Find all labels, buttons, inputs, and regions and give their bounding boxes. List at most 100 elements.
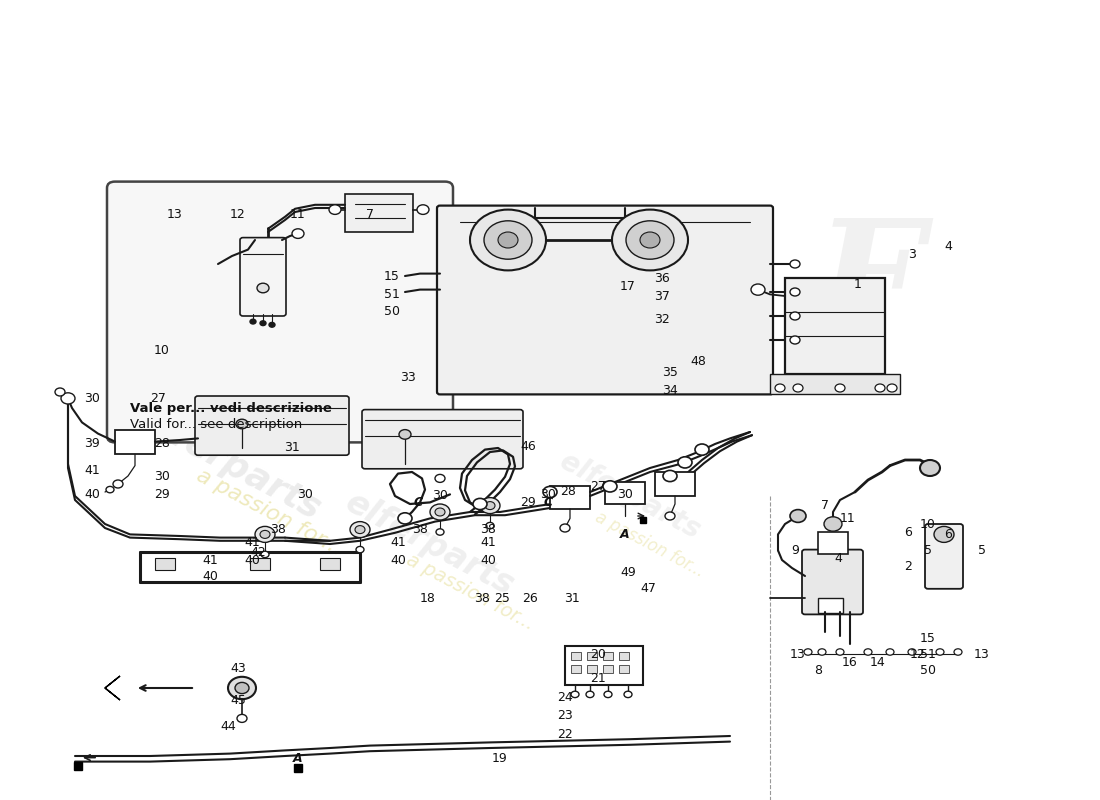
Text: a passion for...: a passion for... bbox=[194, 465, 346, 559]
Circle shape bbox=[790, 336, 800, 344]
Text: 26: 26 bbox=[522, 592, 538, 605]
Text: 51: 51 bbox=[384, 288, 400, 301]
Circle shape bbox=[430, 504, 450, 520]
Text: 30: 30 bbox=[84, 392, 100, 405]
Text: 1: 1 bbox=[854, 278, 862, 290]
Text: 9: 9 bbox=[791, 544, 799, 557]
Text: 6: 6 bbox=[904, 526, 912, 538]
Circle shape bbox=[260, 530, 270, 538]
Text: 15: 15 bbox=[384, 270, 400, 282]
Circle shape bbox=[356, 546, 364, 553]
Circle shape bbox=[790, 288, 800, 296]
Text: 20: 20 bbox=[590, 648, 606, 661]
Text: 31: 31 bbox=[284, 442, 300, 454]
Text: 28: 28 bbox=[560, 486, 576, 498]
FancyBboxPatch shape bbox=[565, 646, 643, 685]
Circle shape bbox=[751, 284, 764, 295]
Circle shape bbox=[255, 526, 275, 542]
Text: 50: 50 bbox=[920, 664, 936, 677]
FancyBboxPatch shape bbox=[195, 396, 349, 455]
Circle shape bbox=[793, 384, 803, 392]
Circle shape bbox=[113, 480, 123, 488]
Text: 28: 28 bbox=[154, 438, 169, 450]
Circle shape bbox=[228, 677, 256, 699]
Text: 11: 11 bbox=[840, 512, 856, 525]
Text: 40: 40 bbox=[202, 570, 218, 582]
Text: 30: 30 bbox=[154, 470, 169, 482]
Text: 10: 10 bbox=[920, 518, 936, 530]
Text: 17: 17 bbox=[620, 280, 636, 293]
Text: 23: 23 bbox=[557, 710, 573, 722]
Text: 40: 40 bbox=[390, 554, 406, 566]
Circle shape bbox=[874, 384, 886, 392]
Text: 30: 30 bbox=[297, 488, 312, 501]
Circle shape bbox=[236, 714, 248, 722]
Text: 40: 40 bbox=[84, 488, 100, 501]
Text: 2: 2 bbox=[904, 560, 912, 573]
Text: 11: 11 bbox=[290, 208, 306, 221]
Text: 27: 27 bbox=[590, 480, 606, 493]
Circle shape bbox=[236, 419, 248, 429]
Text: elferparts: elferparts bbox=[340, 486, 520, 602]
FancyBboxPatch shape bbox=[116, 430, 155, 454]
Circle shape bbox=[261, 551, 270, 558]
Text: 51: 51 bbox=[920, 648, 936, 661]
Circle shape bbox=[355, 526, 365, 534]
FancyBboxPatch shape bbox=[107, 182, 453, 442]
Text: 10: 10 bbox=[154, 344, 169, 357]
FancyBboxPatch shape bbox=[155, 558, 175, 570]
Circle shape bbox=[936, 649, 944, 655]
Circle shape bbox=[790, 312, 800, 320]
FancyBboxPatch shape bbox=[605, 482, 645, 504]
Circle shape bbox=[543, 486, 557, 498]
Circle shape bbox=[498, 232, 518, 248]
Polygon shape bbox=[104, 676, 120, 700]
Circle shape bbox=[836, 649, 844, 655]
Circle shape bbox=[695, 444, 710, 455]
Text: 40: 40 bbox=[480, 554, 496, 566]
Text: 29: 29 bbox=[520, 496, 536, 509]
Circle shape bbox=[106, 486, 114, 493]
Text: 3: 3 bbox=[909, 248, 916, 261]
Text: 40: 40 bbox=[244, 554, 260, 566]
Text: 41: 41 bbox=[244, 536, 260, 549]
Text: 49: 49 bbox=[620, 566, 636, 578]
Circle shape bbox=[292, 229, 304, 238]
Text: 50: 50 bbox=[384, 306, 400, 318]
Text: 38: 38 bbox=[271, 523, 286, 536]
FancyBboxPatch shape bbox=[785, 278, 886, 374]
Circle shape bbox=[640, 232, 660, 248]
FancyBboxPatch shape bbox=[550, 486, 590, 509]
Circle shape bbox=[434, 474, 446, 482]
FancyBboxPatch shape bbox=[802, 550, 864, 614]
Circle shape bbox=[887, 384, 896, 392]
FancyBboxPatch shape bbox=[587, 665, 597, 673]
Circle shape bbox=[270, 322, 275, 327]
Text: 13: 13 bbox=[167, 208, 183, 221]
Text: 8: 8 bbox=[814, 664, 822, 677]
Circle shape bbox=[257, 283, 270, 293]
FancyBboxPatch shape bbox=[818, 598, 843, 613]
Text: 38: 38 bbox=[474, 592, 490, 605]
Text: 12: 12 bbox=[230, 208, 246, 221]
FancyBboxPatch shape bbox=[603, 665, 613, 673]
Text: 41: 41 bbox=[84, 464, 100, 477]
Circle shape bbox=[586, 691, 594, 698]
Text: 13: 13 bbox=[975, 648, 990, 661]
Circle shape bbox=[399, 430, 411, 439]
Circle shape bbox=[329, 205, 341, 214]
Text: 43: 43 bbox=[230, 662, 246, 674]
Circle shape bbox=[436, 529, 444, 535]
Text: a passion for...: a passion for... bbox=[592, 508, 707, 580]
FancyBboxPatch shape bbox=[619, 665, 629, 673]
FancyBboxPatch shape bbox=[654, 472, 695, 496]
Text: 30: 30 bbox=[432, 490, 448, 502]
Text: 7: 7 bbox=[821, 499, 829, 512]
FancyBboxPatch shape bbox=[250, 558, 270, 570]
Circle shape bbox=[626, 221, 674, 259]
Circle shape bbox=[260, 321, 266, 326]
Circle shape bbox=[571, 691, 579, 698]
Circle shape bbox=[678, 457, 692, 468]
Text: 5: 5 bbox=[924, 544, 932, 557]
Text: 31: 31 bbox=[564, 592, 580, 605]
